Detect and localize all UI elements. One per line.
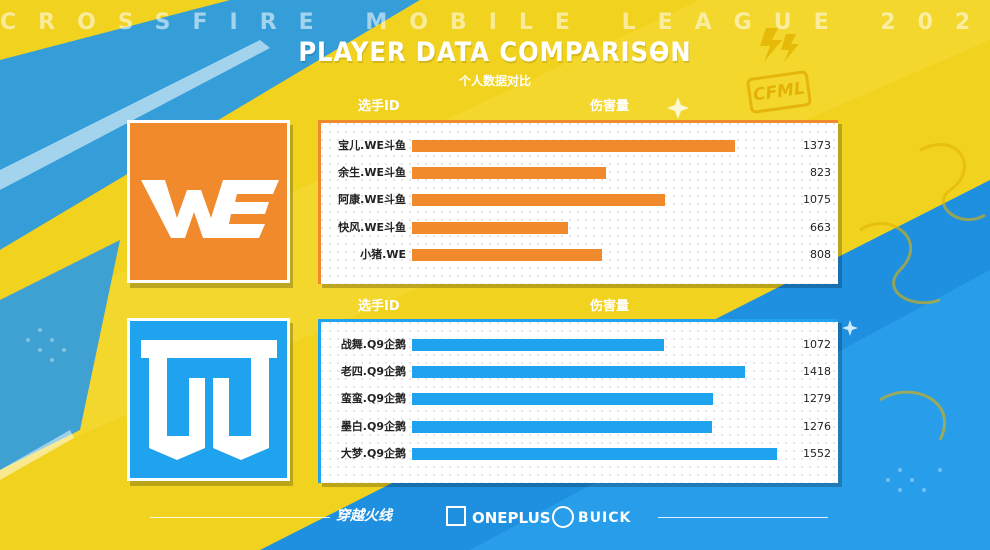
- damage-value: 1279: [803, 392, 831, 406]
- player-name: 战舞.Q9企鹅: [340, 338, 406, 351]
- team-logo-q9: [127, 318, 290, 481]
- damage-bar: [412, 393, 713, 406]
- bar-row: 余生.WE斗鱼 823: [318, 163, 838, 183]
- league-title: CROSSFIRE MOBILE LEAGUE 2020: [0, 10, 990, 35]
- damage-value: 1075: [803, 193, 831, 207]
- bar-row: 大梦.Q9企鹅 1552: [318, 444, 838, 464]
- player-name: 阿康.WE斗鱼: [338, 193, 406, 207]
- damage-bar: [412, 366, 746, 379]
- buick-icon: [552, 506, 574, 528]
- damage-bar: [412, 140, 735, 152]
- col-head-player-q9: 选手ID: [358, 299, 400, 314]
- damage-value: 1276: [803, 419, 831, 433]
- sponsor-line-right: [658, 517, 828, 518]
- crossfire-logo: 穿越火线: [336, 508, 392, 524]
- player-name: 蛮蛮.Q9企鹅: [340, 392, 406, 406]
- col-head-damage-q9: 伤害量: [590, 299, 630, 314]
- bar-row: 阿康.WE斗鱼 1075: [318, 190, 838, 210]
- damage-value: 1373: [803, 139, 831, 152]
- bar-row: 墨白.Q9企鹅 1276: [318, 417, 838, 437]
- q9-logo-icon: [127, 318, 290, 481]
- page-subtitle: 个人数据对比: [458, 74, 531, 88]
- bar-row: 小猪.WE 808: [318, 245, 838, 265]
- damage-value: 808: [810, 247, 831, 261]
- player-name: 大梦.Q9企鹅: [340, 446, 406, 460]
- damage-value: 1072: [803, 338, 831, 351]
- player-name: 余生.WE斗鱼: [338, 166, 406, 180]
- player-name: 小猪.WE: [360, 247, 406, 261]
- bar-row: 蛮蛮.Q9企鹅 1279: [318, 389, 838, 409]
- chart-panel-we: 宝儿.WE斗鱼 1373 余生.WE斗鱼 823 阿康.WE斗鱼 1075 快风.WE斗鱼 6…: [318, 120, 838, 284]
- bar-row: 快风.WE斗鱼 663: [318, 218, 838, 238]
- panel-accent-left: [318, 120, 321, 284]
- we-logo-icon: [127, 120, 290, 283]
- col-head-damage-we: 伤害量: [590, 99, 630, 114]
- panel-accent-top: [318, 120, 838, 123]
- damage-bar: [412, 167, 606, 180]
- damage-bar: [412, 339, 665, 351]
- team-logo-we: [127, 120, 290, 283]
- oneplus-icon: [446, 506, 466, 526]
- panel-accent-top: [318, 319, 838, 322]
- bar-row: 战舞.Q9企鹅 1072: [318, 335, 838, 355]
- player-name: 宝儿.WE斗鱼: [338, 139, 406, 152]
- oneplus-logo: ONEPLUS: [472, 509, 551, 527]
- damage-bar: [412, 420, 713, 433]
- bar-row: 老四.Q9企鹅 1418: [318, 362, 838, 382]
- sponsor-line-left: [150, 517, 330, 518]
- col-head-player-we: 选手ID: [358, 99, 400, 114]
- buick-logo: BUICK: [578, 510, 632, 526]
- panel-accent-left: [318, 319, 321, 483]
- damage-value: 823: [810, 166, 831, 180]
- page-title: PLAYER DATA COMPARISON: [298, 37, 692, 68]
- title-dash: [652, 51, 666, 54]
- damage-bar: [412, 194, 665, 207]
- damage-value: 1552: [803, 446, 831, 460]
- damage-value: 663: [810, 220, 831, 234]
- player-name: 墨白.Q9企鹅: [340, 419, 406, 433]
- player-name: 老四.Q9企鹅: [340, 365, 406, 379]
- damage-bar: [412, 447, 777, 460]
- bar-row: 宝儿.WE斗鱼 1373: [318, 136, 838, 156]
- sponsor-bar: 穿越火线 ONEPLUS BUICK: [0, 500, 990, 536]
- damage-value: 1418: [803, 365, 831, 379]
- damage-bar: [412, 221, 568, 234]
- player-name: 快风.WE斗鱼: [338, 220, 406, 234]
- damage-bar: [412, 248, 602, 261]
- chart-panel-q9: 战舞.Q9企鹅 1072 老四.Q9企鹅 1418 蛮蛮.Q9企鹅 1279 墨白.Q9企鹅…: [318, 319, 838, 483]
